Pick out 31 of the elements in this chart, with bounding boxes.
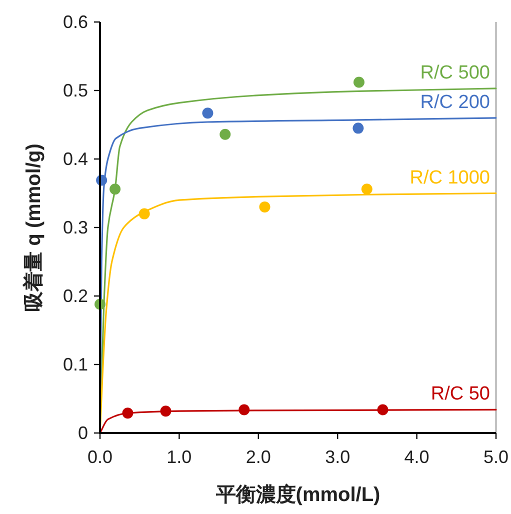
x-tick-label: 5.0 <box>483 447 509 467</box>
y-tick-label: 0 <box>78 423 88 443</box>
point <box>122 408 134 419</box>
x-tick-label: 2.0 <box>246 447 271 467</box>
y-axis-title: 吸着量 q (mmol/g) <box>22 144 45 312</box>
y-tick-label: 0.4 <box>62 149 88 169</box>
series-label: R/C 1000 <box>410 167 490 188</box>
point <box>138 208 150 220</box>
x-axis-title: 平衡濃度(mmol/L) <box>214 483 380 506</box>
point <box>352 122 364 134</box>
point <box>202 108 214 119</box>
point <box>259 201 270 212</box>
point <box>220 128 231 140</box>
series-label: R/C 200 <box>420 92 490 113</box>
series-label: R/C 50 <box>430 384 490 405</box>
x-tick-label: 0.0 <box>87 447 113 467</box>
series-label: R/C 500 <box>420 62 490 84</box>
y-tick-label: 0.3 <box>62 218 88 238</box>
point <box>353 76 364 88</box>
point <box>377 404 388 416</box>
x-tick-label: 4.0 <box>404 447 430 467</box>
y-tick-label: 0.2 <box>62 286 88 306</box>
y-tick-label: 0.6 <box>62 12 88 32</box>
point <box>160 406 172 417</box>
point <box>110 184 121 195</box>
point <box>361 184 372 195</box>
point <box>238 404 250 416</box>
x-tick-label: 3.0 <box>325 447 350 467</box>
y-tick-label: 0.1 <box>62 354 88 374</box>
y-tick-label: 0.5 <box>62 80 88 100</box>
x-tick-label: 1.0 <box>166 447 192 467</box>
